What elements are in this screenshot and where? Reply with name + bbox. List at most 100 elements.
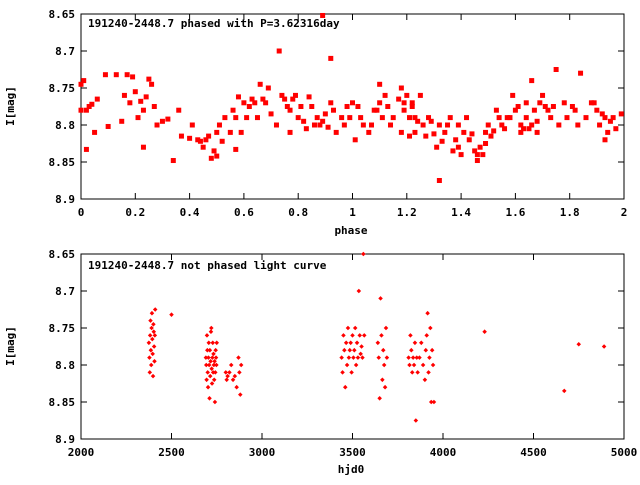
data-point bbox=[260, 96, 266, 102]
y-tick-label: 8.75 bbox=[49, 82, 76, 95]
data-point bbox=[474, 158, 480, 164]
data-point bbox=[352, 325, 358, 331]
data-point bbox=[208, 155, 214, 161]
data-point bbox=[360, 122, 366, 128]
data-point bbox=[230, 377, 236, 383]
data-point bbox=[390, 115, 396, 121]
data-point bbox=[431, 131, 437, 137]
y-tick-label: 8.7 bbox=[55, 45, 75, 58]
data-point bbox=[146, 76, 152, 82]
data-point bbox=[130, 74, 136, 80]
data-point bbox=[597, 122, 603, 128]
data-point bbox=[482, 329, 487, 334]
data-point bbox=[396, 96, 402, 102]
data-point bbox=[147, 355, 152, 360]
data-point bbox=[228, 362, 234, 368]
data-point bbox=[461, 129, 467, 135]
y-tick-label: 8.9 bbox=[55, 193, 75, 206]
data-point bbox=[284, 104, 290, 109]
data-point bbox=[381, 347, 386, 353]
data-point bbox=[350, 333, 355, 338]
data-point bbox=[436, 178, 442, 183]
data-point bbox=[213, 370, 218, 375]
data-point bbox=[518, 122, 524, 128]
data-point bbox=[113, 72, 119, 78]
data-point bbox=[151, 104, 157, 109]
data-point bbox=[176, 107, 182, 113]
data-point bbox=[290, 96, 296, 102]
data-point bbox=[152, 359, 157, 364]
data-point bbox=[618, 111, 624, 117]
data-point bbox=[257, 81, 263, 87]
data-point bbox=[499, 122, 505, 128]
data-point bbox=[379, 115, 385, 121]
data-point bbox=[298, 104, 304, 109]
data-point bbox=[320, 12, 326, 18]
data-point bbox=[292, 92, 298, 98]
data-point bbox=[599, 111, 605, 117]
data-point bbox=[295, 115, 301, 121]
y-tick-label: 8.65 bbox=[49, 248, 76, 261]
data-point bbox=[246, 104, 252, 109]
data-point bbox=[548, 115, 554, 121]
data-point bbox=[216, 122, 222, 128]
data-point bbox=[203, 137, 209, 143]
data-point bbox=[205, 384, 211, 390]
data-point bbox=[407, 115, 413, 121]
data-point bbox=[301, 118, 307, 124]
data-point bbox=[219, 138, 225, 144]
x-tick-label: 3500 bbox=[339, 446, 366, 459]
data-point bbox=[83, 107, 89, 113]
data-point bbox=[419, 340, 424, 346]
data-point bbox=[227, 129, 233, 135]
data-point bbox=[583, 115, 589, 121]
y-tick-label: 8.9 bbox=[55, 433, 75, 446]
data-point bbox=[572, 107, 578, 113]
data-point bbox=[483, 129, 489, 135]
data-point bbox=[223, 370, 229, 375]
data-point bbox=[423, 133, 429, 139]
data-point bbox=[209, 381, 215, 386]
plot-frame bbox=[80, 253, 625, 440]
y-tick-label: 8.85 bbox=[49, 396, 76, 409]
data-point bbox=[287, 107, 293, 113]
data-point bbox=[273, 122, 279, 128]
data-point bbox=[442, 129, 448, 135]
x-tick-label: 1.6 bbox=[505, 206, 525, 219]
data-point bbox=[362, 333, 367, 338]
data-point bbox=[135, 115, 141, 121]
data-point bbox=[410, 355, 416, 360]
data-point bbox=[237, 370, 242, 375]
data-point bbox=[366, 129, 372, 135]
data-point bbox=[564, 115, 570, 121]
data-point bbox=[210, 355, 215, 360]
data-point bbox=[502, 126, 508, 132]
data-point bbox=[345, 325, 351, 331]
data-point bbox=[211, 362, 217, 368]
data-point bbox=[412, 129, 418, 135]
data-point bbox=[342, 384, 348, 390]
data-point bbox=[140, 144, 146, 150]
data-point bbox=[358, 351, 363, 357]
data-point bbox=[424, 333, 429, 338]
data-point bbox=[512, 107, 518, 113]
data-point bbox=[515, 104, 521, 109]
data-point bbox=[309, 104, 315, 109]
data-point bbox=[86, 104, 92, 109]
data-point bbox=[447, 115, 453, 121]
data-point bbox=[320, 118, 326, 124]
data-point bbox=[279, 92, 285, 98]
chart-title: 191240-2448.7 not phased light curve bbox=[88, 259, 327, 272]
data-point bbox=[361, 251, 366, 257]
data-point bbox=[205, 370, 210, 375]
data-point bbox=[480, 152, 486, 158]
data-point bbox=[212, 359, 217, 364]
data-point bbox=[518, 129, 524, 135]
data-point bbox=[170, 158, 176, 164]
data-point bbox=[206, 355, 211, 360]
data-point bbox=[417, 92, 423, 98]
data-point bbox=[89, 101, 95, 107]
data-point bbox=[429, 347, 435, 353]
